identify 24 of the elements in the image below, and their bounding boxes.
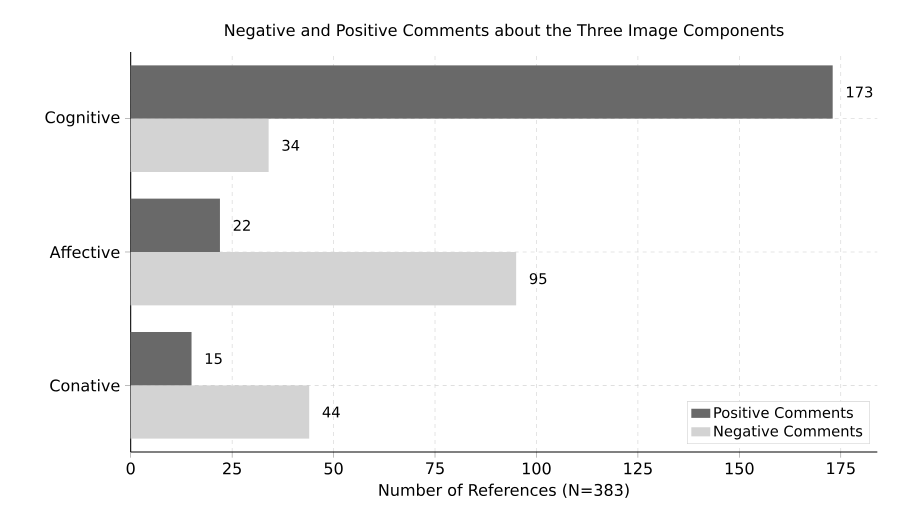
x-tick-label: 25 [223, 462, 241, 474]
x-tick-label: 50 [324, 462, 343, 474]
legend-label: Positive Comments [714, 406, 853, 418]
x-tick-label: 150 [726, 462, 754, 474]
x-tick-label: 0 [126, 462, 135, 474]
legend-label: Negative Comments [714, 425, 862, 440]
x-axis-title: Number of References (N=383) [379, 484, 629, 498]
data-label: 173 [847, 86, 872, 98]
data-label: 15 [206, 353, 222, 364]
x-tick-label: 175 [827, 462, 855, 474]
data-label: 95 [530, 273, 546, 284]
y-tick-label: Affective [50, 246, 120, 258]
data-label: 22 [234, 220, 250, 231]
chart-title: Negative and Positive Comments about the Three Image Components [225, 24, 784, 40]
y-tick-label: Cognitive [45, 110, 120, 126]
bar [130, 65, 833, 119]
bar [130, 332, 192, 386]
data-label: 34 [282, 140, 300, 151]
x-tick-label: 125 [624, 462, 652, 474]
y-tick-label: Conative [50, 379, 120, 392]
x-tick-label: 75 [426, 462, 444, 474]
data-label: 44 [322, 406, 340, 418]
x-tick-label: 100 [522, 462, 551, 474]
bar [130, 198, 220, 252]
